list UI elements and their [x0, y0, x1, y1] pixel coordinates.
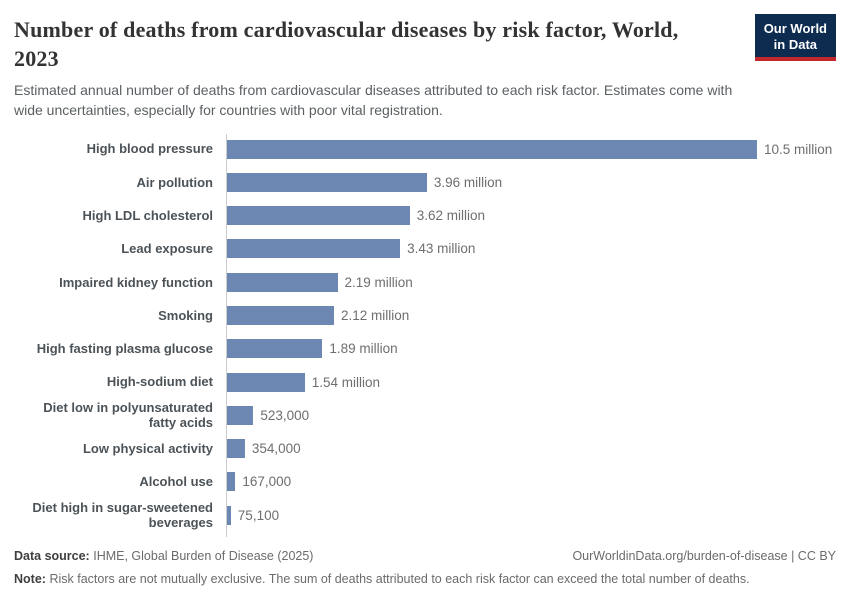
bar-value-label: 2.19 million: [344, 274, 413, 290]
chart-header: Number of deaths from cardiovascular dis…: [14, 14, 836, 120]
bar-value-label: 354,000: [251, 441, 301, 457]
bar-track: 10.5 million: [226, 139, 836, 159]
owid-logo-line-2: in Data: [773, 36, 818, 52]
chart-subtitle: Estimated annual number of deaths from c…: [14, 82, 733, 118]
bar-rows: High blood pressure 10.5 million Air pollu…: [14, 132, 836, 532]
bar-value-label: 1.54 million: [311, 374, 380, 390]
bar[interactable]: [227, 306, 334, 325]
bar-track: 3.43 million: [226, 239, 836, 259]
bar-track: 3.62 million: [226, 206, 836, 226]
page-title-line-2: 2023: [14, 45, 59, 71]
bar-value-label: 75,100: [237, 507, 280, 523]
bar[interactable]: [227, 272, 338, 292]
bar-row: High blood pressure 10.5 million: [14, 132, 836, 165]
bar-row: Diet high in sugar-sweetened beverages 75…: [14, 499, 836, 532]
bar-value-label: 3.62 million: [416, 208, 485, 224]
bar-label: Diet high in sugar-sweetened beverages: [32, 499, 213, 531]
bar-row: Impaired kidney function 2.19 million: [14, 266, 836, 299]
bar-label: High LDL cholesterol: [82, 207, 214, 223]
bar-label: Air pollution: [136, 174, 213, 190]
bar-track: 2.12 million: [226, 306, 836, 325]
bar[interactable]: [227, 472, 236, 492]
bar-label: Lead exposure: [121, 241, 213, 257]
bar-label: High fasting plasma glucose: [36, 341, 213, 357]
bar-row: Alcohol use 167,000: [14, 465, 836, 498]
bar-value-label: 523,000: [260, 407, 310, 423]
page-title-line-1: Number of deaths from cardiovascular dis…: [14, 17, 679, 42]
bar-row: Low physical activity 354,000: [14, 432, 836, 465]
bar-track: 3.96 million: [226, 172, 836, 192]
bar-track: 354,000: [226, 439, 836, 459]
bar-row: High fasting plasma glucose 1.89 million: [14, 332, 836, 365]
bar-value-label: 167,000: [242, 474, 292, 490]
bar-track: 1.54 million: [226, 372, 836, 392]
data-source: Data source: IHME, Global Burden of Dise…: [14, 547, 313, 565]
bar-label: Diet low in polyunsaturated fatty acids: [43, 400, 213, 431]
bar-value-label: 1.89 million: [329, 341, 398, 357]
title-block: Number of deaths from cardiovascular dis…: [14, 14, 743, 120]
bar-track: 167,000: [226, 472, 836, 492]
bar-label: High blood pressure: [86, 141, 213, 157]
bar-label: Alcohol use: [139, 474, 213, 490]
bar-value-label: 2.12 million: [341, 308, 410, 323]
footer-source-row: Data source: IHME, Global Burden of Dise…: [14, 547, 836, 565]
data-source-label: Data source:: [14, 548, 90, 563]
bar[interactable]: [227, 439, 245, 459]
bar[interactable]: [227, 139, 757, 159]
bar-row: Lead exposure 3.43 million: [14, 232, 836, 265]
bar-track: 2.19 million: [226, 272, 836, 292]
y-axis-line: [226, 134, 227, 537]
owid-logo: Our World in Data: [754, 14, 836, 62]
bar[interactable]: [227, 405, 254, 425]
chart-footer: Data source: IHME, Global Burden of Dise…: [14, 547, 836, 588]
bar[interactable]: [227, 239, 401, 259]
bar[interactable]: [227, 339, 323, 359]
bar[interactable]: [227, 505, 231, 525]
bar[interactable]: [227, 372, 305, 392]
page-title: Number of deaths from cardiovascular dis…: [14, 16, 743, 73]
bar[interactable]: [227, 172, 427, 192]
bar-track: 75,100: [226, 505, 836, 525]
bar-row: Air pollution 3.96 million: [14, 166, 836, 199]
credit-line: OurWorldinData.org/burden-of-disease | C…: [572, 548, 836, 563]
bar-row: High-sodium diet 1.54 million: [14, 365, 836, 398]
bar-value-label: 3.43 million: [407, 241, 476, 257]
bar-row: Smoking 2.12 million: [14, 299, 836, 332]
bar-value-label: 3.96 million: [433, 174, 503, 190]
footer-note-row: Note: Risk factors are not mutually excl…: [14, 570, 836, 588]
data-source-text: IHME, Global Burden of Disease (2025): [93, 548, 314, 563]
bar-row: High LDL cholesterol 3.62 million: [14, 199, 836, 232]
bar-label: Impaired kidney function: [59, 274, 213, 290]
bar[interactable]: [227, 206, 410, 226]
bar-label: Low physical activity: [82, 441, 213, 457]
bar-label: Smoking: [158, 307, 213, 323]
bar-track: 523,000: [226, 405, 836, 425]
note-label: Note:: [14, 572, 46, 587]
bar-track: 1.89 million: [226, 339, 836, 359]
owid-logo-line-1: Our World: [763, 21, 827, 36]
bar-chart: High blood pressure 10.5 million Air pollu…: [14, 132, 836, 537]
bar-value-label: 10.5 million: [764, 141, 833, 157]
bar-row: Diet low in polyunsaturated fatty acids 5…: [14, 399, 836, 432]
note-text: Risk factors are not mutually exclusive.…: [49, 572, 750, 587]
bar-label: High-sodium diet: [106, 374, 213, 390]
